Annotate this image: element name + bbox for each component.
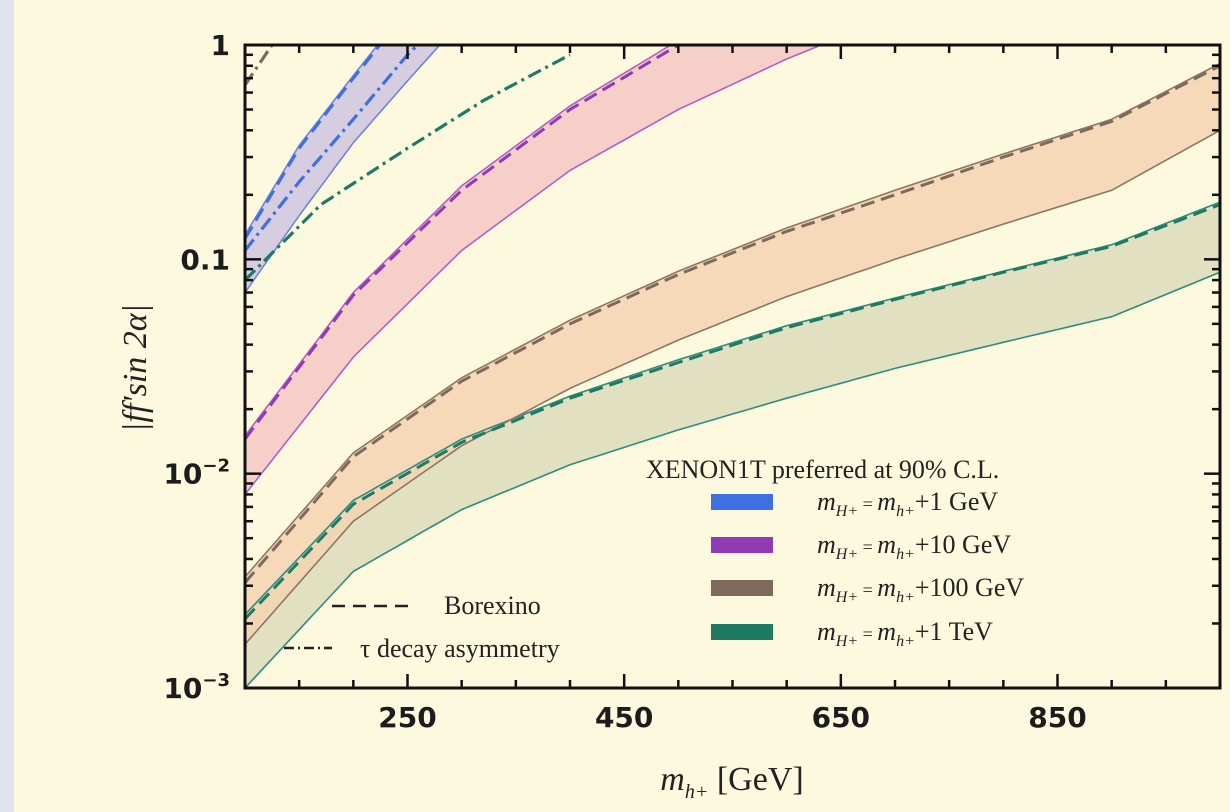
y-tick-base: 10 bbox=[163, 458, 202, 491]
legend-label-part: m bbox=[817, 617, 836, 646]
tau-line-0 bbox=[245, 45, 420, 252]
legend-label-part: m bbox=[817, 573, 836, 602]
y-tick-label: 10−2 bbox=[163, 456, 230, 491]
band-lower-edge-2 bbox=[245, 129, 1220, 645]
legend-label-part: H+ bbox=[835, 503, 858, 520]
legend-label-part: +1 TeV bbox=[915, 617, 993, 646]
band-upper-edge-1 bbox=[245, 45, 673, 437]
x-axis-title-unit: [GeV] bbox=[708, 761, 803, 798]
legend-label-part: H+ bbox=[835, 633, 858, 650]
legend-label-part: +10 GeV bbox=[915, 530, 1011, 559]
tau-line-2 bbox=[245, 45, 274, 86]
y-tick-label: 10−3 bbox=[163, 670, 230, 705]
legend-label-part: +1 GeV bbox=[915, 487, 998, 516]
x-tick-label: 650 bbox=[812, 701, 870, 734]
legend-label-1: mH+ = mh++10 GeV bbox=[817, 530, 1011, 563]
legend-label-part: m bbox=[877, 617, 896, 646]
legend-label-part: H+ bbox=[835, 546, 858, 563]
y-axis-title: |ff'sin 2α| bbox=[117, 304, 154, 432]
legend-title: XENON1T preferred at 90% C.L. bbox=[646, 455, 999, 484]
band-lower-edge-0 bbox=[245, 45, 441, 293]
band-2 bbox=[245, 63, 1220, 645]
band-upper-edge-0 bbox=[245, 45, 379, 236]
chart-figure: 250 450 650 850 10−3 10−2 0.1 1 mh+ [GeV] |ff'sin… bbox=[14, 0, 1230, 812]
x-axis-title-sub: h+ bbox=[685, 781, 709, 803]
y-tick-exponent: −3 bbox=[202, 670, 230, 691]
y-tick-label: 1 bbox=[211, 29, 230, 62]
legend-swatch-3 bbox=[711, 624, 773, 640]
legend-label-part: = bbox=[858, 537, 877, 557]
y-tick-base: 1 bbox=[211, 29, 230, 62]
legend-label-part: m bbox=[877, 573, 896, 602]
legend-swatch-0 bbox=[711, 494, 773, 510]
y-tick-base: 10 bbox=[163, 672, 202, 705]
x-tick-label: 250 bbox=[378, 701, 436, 734]
legend-label-3: mH+ = mh++1 TeV bbox=[817, 617, 993, 650]
x-axis-title: mh+ [GeV] bbox=[660, 761, 803, 803]
legend-label-2: mH+ = mh++100 GeV bbox=[817, 573, 1024, 606]
legend-label-part: h+ bbox=[896, 633, 915, 650]
x-tick-label: 850 bbox=[1028, 701, 1086, 734]
legend-label-part: m bbox=[877, 487, 896, 516]
legend-label-part: m bbox=[877, 530, 896, 559]
legend-borexino-label: Borexino bbox=[444, 591, 541, 620]
band-upper-edge-2 bbox=[245, 62, 1220, 578]
band-lower-edge-1 bbox=[245, 45, 824, 495]
y-tick-base: 0.1 bbox=[180, 243, 230, 276]
legend-tau-label: τ decay asymmetry bbox=[360, 634, 560, 663]
legend-label-part: h+ bbox=[896, 503, 915, 520]
band-3 bbox=[245, 202, 1220, 688]
legend-swatch-1 bbox=[711, 537, 773, 553]
legend-label-part: = bbox=[858, 624, 877, 644]
legend-label-0: mH+ = mh++1 GeV bbox=[817, 487, 998, 520]
legend-label-part: h+ bbox=[896, 546, 915, 563]
y-tick-label: 0.1 bbox=[180, 243, 230, 276]
borexino-line-3 bbox=[245, 203, 1220, 620]
legend-label-part: h+ bbox=[896, 589, 915, 606]
legend-label-part: +100 GeV bbox=[915, 573, 1024, 602]
legend-label-part: H+ bbox=[835, 589, 858, 606]
borexino-line-0 bbox=[245, 45, 382, 240]
legend-label-part: = bbox=[858, 580, 877, 600]
borexino-line-2 bbox=[245, 64, 1220, 584]
legend-label-part: m bbox=[817, 487, 836, 516]
legend-label-part: m bbox=[817, 530, 836, 559]
legend-label-part: = bbox=[858, 494, 877, 514]
x-tick-label: 450 bbox=[595, 701, 653, 734]
band-lower-edge-3 bbox=[245, 271, 1220, 688]
x-axis-title-m: m bbox=[660, 761, 685, 798]
legend-swatch-2 bbox=[711, 580, 773, 596]
y-tick-exponent: −2 bbox=[202, 456, 230, 477]
borexino-line-1 bbox=[245, 45, 682, 441]
tau-line-3 bbox=[245, 53, 571, 282]
band-1 bbox=[245, 45, 822, 495]
